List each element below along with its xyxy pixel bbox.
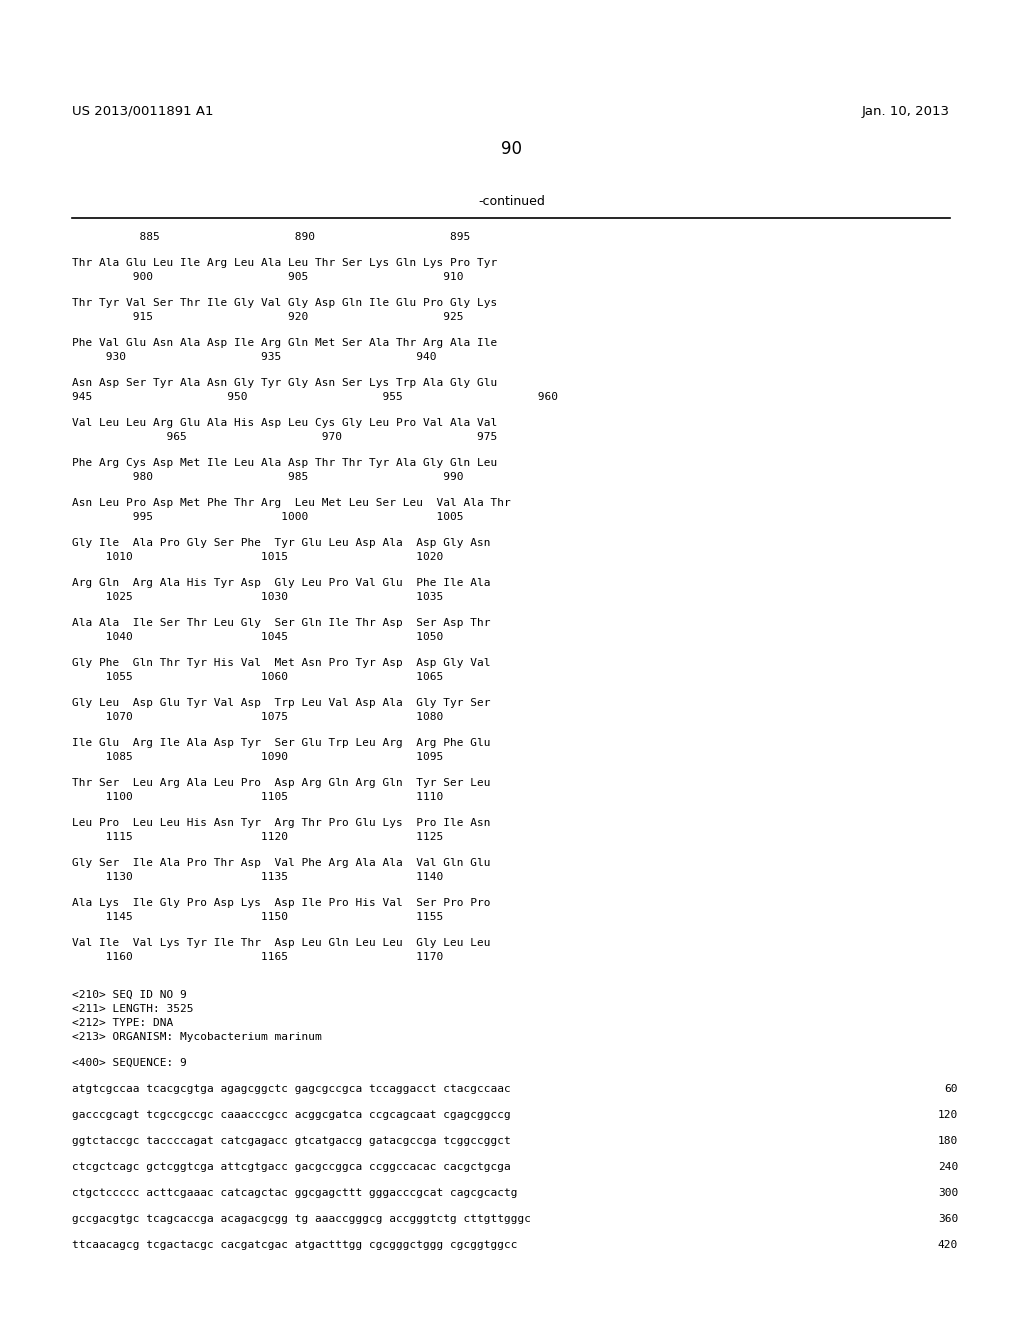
Text: 1145                   1150                   1155: 1145 1150 1155 (72, 912, 443, 921)
Text: Val Leu Leu Arg Glu Ala His Asp Leu Cys Gly Leu Pro Val Ala Val: Val Leu Leu Arg Glu Ala His Asp Leu Cys … (72, 418, 498, 428)
Text: Gly Leu  Asp Glu Tyr Val Asp  Trp Leu Val Asp Ala  Gly Tyr Ser: Gly Leu Asp Glu Tyr Val Asp Trp Leu Val … (72, 698, 490, 708)
Text: <211> LENGTH: 3525: <211> LENGTH: 3525 (72, 1005, 194, 1014)
Text: Thr Ser  Leu Arg Ala Leu Pro  Asp Arg Gln Arg Gln  Tyr Ser Leu: Thr Ser Leu Arg Ala Leu Pro Asp Arg Gln … (72, 777, 490, 788)
Text: 420: 420 (938, 1239, 958, 1250)
Text: Thr Tyr Val Ser Thr Ile Gly Val Gly Asp Gln Ile Glu Pro Gly Lys: Thr Tyr Val Ser Thr Ile Gly Val Gly Asp … (72, 298, 498, 308)
Text: Ala Ala  Ile Ser Thr Leu Gly  Ser Gln Ile Thr Asp  Ser Asp Thr: Ala Ala Ile Ser Thr Leu Gly Ser Gln Ile … (72, 618, 490, 628)
Text: Val Ile  Val Lys Tyr Ile Thr  Asp Leu Gln Leu Leu  Gly Leu Leu: Val Ile Val Lys Tyr Ile Thr Asp Leu Gln … (72, 939, 490, 948)
Text: 900                    905                    910: 900 905 910 (72, 272, 464, 282)
Text: Gly Ile  Ala Pro Gly Ser Phe  Tyr Glu Leu Asp Ala  Asp Gly Asn: Gly Ile Ala Pro Gly Ser Phe Tyr Glu Leu … (72, 539, 490, 548)
Text: 945                    950                    955                    960: 945 950 955 960 (72, 392, 558, 403)
Text: 90: 90 (502, 140, 522, 158)
Text: Ile Glu  Arg Ile Ala Asp Tyr  Ser Glu Trp Leu Arg  Arg Phe Glu: Ile Glu Arg Ile Ala Asp Tyr Ser Glu Trp … (72, 738, 490, 748)
Text: Ala Lys  Ile Gly Pro Asp Lys  Asp Ile Pro His Val  Ser Pro Pro: Ala Lys Ile Gly Pro Asp Lys Asp Ile Pro … (72, 898, 490, 908)
Text: 885                    890                    895: 885 890 895 (72, 232, 470, 242)
Text: 120: 120 (938, 1110, 958, 1119)
Text: 1085                   1090                   1095: 1085 1090 1095 (72, 752, 443, 762)
Text: Asn Asp Ser Tyr Ala Asn Gly Tyr Gly Asn Ser Lys Trp Ala Gly Glu: Asn Asp Ser Tyr Ala Asn Gly Tyr Gly Asn … (72, 378, 498, 388)
Text: gccgacgtgc tcagcaccga acagacgcgg tg aaaccgggcg accgggtctg cttgttgggc: gccgacgtgc tcagcaccga acagacgcgg tg aaac… (72, 1214, 531, 1224)
Text: 180: 180 (938, 1137, 958, 1146)
Text: 1115                   1120                   1125: 1115 1120 1125 (72, 832, 443, 842)
Text: Asn Leu Pro Asp Met Phe Thr Arg  Leu Met Leu Ser Leu  Val Ala Thr: Asn Leu Pro Asp Met Phe Thr Arg Leu Met … (72, 498, 511, 508)
Text: Gly Ser  Ile Ala Pro Thr Asp  Val Phe Arg Ala Ala  Val Gln Glu: Gly Ser Ile Ala Pro Thr Asp Val Phe Arg … (72, 858, 490, 869)
Text: gacccgcagt tcgccgccgc caaacccgcc acggcgatca ccgcagcaat cgagcggccg: gacccgcagt tcgccgccgc caaacccgcc acggcga… (72, 1110, 511, 1119)
Text: ggtctaccgc taccccagat catcgagacc gtcatgaccg gatacgccga tcggccggct: ggtctaccgc taccccagat catcgagacc gtcatga… (72, 1137, 511, 1146)
Text: <212> TYPE: DNA: <212> TYPE: DNA (72, 1018, 173, 1028)
Text: Thr Ala Glu Leu Ile Arg Leu Ala Leu Thr Ser Lys Gln Lys Pro Tyr: Thr Ala Glu Leu Ile Arg Leu Ala Leu Thr … (72, 257, 498, 268)
Text: 915                    920                    925: 915 920 925 (72, 312, 464, 322)
Text: 1100                   1105                   1110: 1100 1105 1110 (72, 792, 443, 803)
Text: 965                    970                    975: 965 970 975 (72, 432, 498, 442)
Text: 1025                   1030                   1035: 1025 1030 1035 (72, 591, 443, 602)
Text: ctgctccccc acttcgaaac catcagctac ggcgagcttt gggacccgcat cagcgcactg: ctgctccccc acttcgaaac catcagctac ggcgagc… (72, 1188, 517, 1199)
Text: Phe Arg Cys Asp Met Ile Leu Ala Asp Thr Thr Tyr Ala Gly Gln Leu: Phe Arg Cys Asp Met Ile Leu Ala Asp Thr … (72, 458, 498, 469)
Text: 1130                   1135                   1140: 1130 1135 1140 (72, 873, 443, 882)
Text: <210> SEQ ID NO 9: <210> SEQ ID NO 9 (72, 990, 186, 1001)
Text: 1010                   1015                   1020: 1010 1015 1020 (72, 552, 443, 562)
Text: <400> SEQUENCE: 9: <400> SEQUENCE: 9 (72, 1059, 186, 1068)
Text: ctcgctcagc gctcggtcga attcgtgacc gacgccggca ccggccacac cacgctgcga: ctcgctcagc gctcggtcga attcgtgacc gacgccg… (72, 1162, 511, 1172)
Text: 1055                   1060                   1065: 1055 1060 1065 (72, 672, 443, 682)
Text: 980                    985                    990: 980 985 990 (72, 473, 464, 482)
Text: <213> ORGANISM: Mycobacterium marinum: <213> ORGANISM: Mycobacterium marinum (72, 1032, 322, 1041)
Text: Leu Pro  Leu Leu His Asn Tyr  Arg Thr Pro Glu Lys  Pro Ile Asn: Leu Pro Leu Leu His Asn Tyr Arg Thr Pro … (72, 818, 490, 828)
Text: ttcaacagcg tcgactacgc cacgatcgac atgactttgg cgcgggctggg cgcggtggcc: ttcaacagcg tcgactacgc cacgatcgac atgactt… (72, 1239, 517, 1250)
Text: 1160                   1165                   1170: 1160 1165 1170 (72, 952, 443, 962)
Text: 995                   1000                   1005: 995 1000 1005 (72, 512, 464, 521)
Text: 300: 300 (938, 1188, 958, 1199)
Text: 60: 60 (944, 1084, 958, 1094)
Text: 360: 360 (938, 1214, 958, 1224)
Text: 240: 240 (938, 1162, 958, 1172)
Text: 930                    935                    940: 930 935 940 (72, 352, 436, 362)
Text: atgtcgccaa tcacgcgtga agagcggctc gagcgccgca tccaggacct ctacgccaac: atgtcgccaa tcacgcgtga agagcggctc gagcgcc… (72, 1084, 511, 1094)
Text: Phe Val Glu Asn Ala Asp Ile Arg Gln Met Ser Ala Thr Arg Ala Ile: Phe Val Glu Asn Ala Asp Ile Arg Gln Met … (72, 338, 498, 348)
Text: Gly Phe  Gln Thr Tyr His Val  Met Asn Pro Tyr Asp  Asp Gly Val: Gly Phe Gln Thr Tyr His Val Met Asn Pro … (72, 657, 490, 668)
Text: 1070                   1075                   1080: 1070 1075 1080 (72, 711, 443, 722)
Text: Arg Gln  Arg Ala His Tyr Asp  Gly Leu Pro Val Glu  Phe Ile Ala: Arg Gln Arg Ala His Tyr Asp Gly Leu Pro … (72, 578, 490, 587)
Text: US 2013/0011891 A1: US 2013/0011891 A1 (72, 106, 213, 117)
Text: -continued: -continued (478, 195, 546, 209)
Text: 1040                   1045                   1050: 1040 1045 1050 (72, 632, 443, 642)
Text: Jan. 10, 2013: Jan. 10, 2013 (862, 106, 950, 117)
